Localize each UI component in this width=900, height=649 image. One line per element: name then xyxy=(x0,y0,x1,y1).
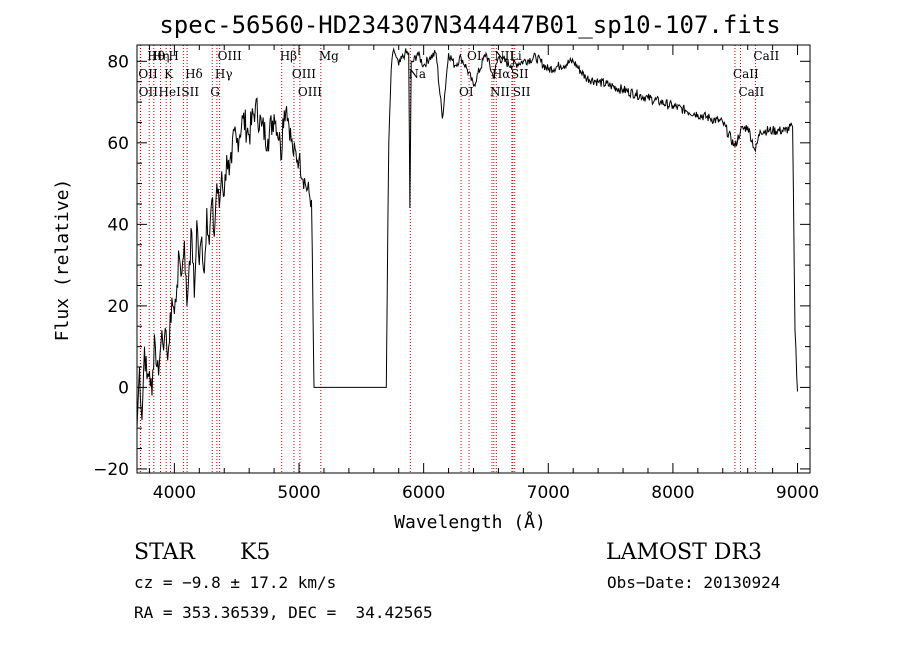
spectrum-line xyxy=(136,47,798,429)
line-label-8: SII xyxy=(181,85,199,99)
line-label-16: Na xyxy=(408,67,426,81)
plot-frame xyxy=(136,44,811,474)
line-label-19: Hα xyxy=(492,67,511,81)
line-label-5: HeI xyxy=(159,85,182,99)
obs-date: Obs−Date: 20130924 xyxy=(607,573,781,592)
line-label-3: Hη xyxy=(152,49,170,63)
line-label-2: OII xyxy=(139,85,159,99)
line-label-14: OIII xyxy=(298,85,322,99)
x-tick-label-3: 7000 xyxy=(527,483,570,503)
line-label-23: SII xyxy=(513,85,531,99)
line-label-24: Li xyxy=(510,49,522,63)
line-label-15: Mg xyxy=(319,49,339,63)
x-tick-label-0: 4000 xyxy=(153,483,196,503)
object-class: STAR xyxy=(134,540,195,565)
ra-dec-coords: RA = 353.36539, DEC = 34.42565 xyxy=(134,603,433,622)
line-label-20: NII xyxy=(490,85,510,99)
y-tick-label-3: 40 xyxy=(107,215,129,235)
line-label-0: Hθ xyxy=(147,49,165,63)
y-tick-label-2: 20 xyxy=(107,297,129,317)
line-label-7: Hδ xyxy=(185,67,203,81)
line-label-12: Hβ xyxy=(280,49,297,63)
x-tick-label-2: 6000 xyxy=(402,483,445,503)
line-label-25: CaII xyxy=(733,67,759,81)
line-label-6: H xyxy=(168,49,178,63)
line-label-10: Hγ xyxy=(215,67,233,81)
x-tick-label-4: 8000 xyxy=(651,483,694,503)
line-label-9: OIII xyxy=(218,49,242,63)
line-label-18: OI xyxy=(467,49,482,63)
y-axis-label: Flux (relative) xyxy=(52,179,73,342)
line-label-13: OIII xyxy=(292,67,316,81)
line-label-26: CaII xyxy=(738,85,764,99)
object-subclass: K5 xyxy=(240,540,271,565)
y-tick-label-0: −20 xyxy=(93,460,129,480)
chart-title: spec-56560-HD234307N344447B01_sp10-107.f… xyxy=(159,11,780,39)
y-tick-label-1: 0 xyxy=(118,378,129,398)
spectrum-chart: spec-56560-HD234307N344447B01_sp10-107.f… xyxy=(52,11,819,533)
x-tick-label-5: 9000 xyxy=(776,483,819,503)
line-label-1: OII xyxy=(138,67,158,81)
y-tick-label-5: 80 xyxy=(107,52,129,72)
y-tick-label-4: 60 xyxy=(107,134,129,154)
x-axis-label: Wavelength (Å) xyxy=(394,511,546,533)
line-label-27: CaII xyxy=(753,49,779,63)
survey-name: LAMOST DR3 xyxy=(606,540,762,565)
x-tick-label-1: 5000 xyxy=(277,483,320,503)
redshift-cz: cz = −9.8 ± 17.2 km/s xyxy=(134,573,337,592)
line-label-22: SII xyxy=(511,67,529,81)
line-label-4: K xyxy=(164,67,174,81)
plot-area: HθOIIOIIHηKHeIHHδSIIOIIIHγGHβOIIIOIIIMgN… xyxy=(93,45,819,503)
line-label-17: OI xyxy=(459,85,474,99)
line-label-11: G xyxy=(210,85,220,99)
